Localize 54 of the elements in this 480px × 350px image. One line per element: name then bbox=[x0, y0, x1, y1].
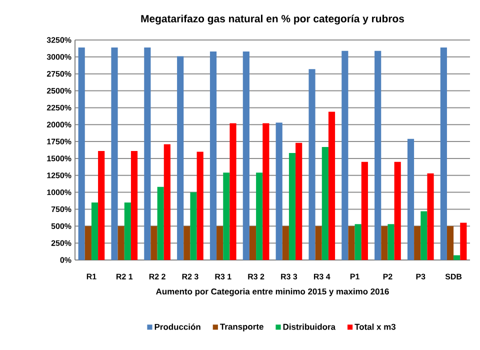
bar bbox=[249, 226, 256, 260]
bar bbox=[184, 226, 190, 260]
legend-label: Total x m3 bbox=[354, 324, 396, 330]
bar bbox=[454, 255, 460, 260]
bar bbox=[157, 186, 164, 260]
bar bbox=[223, 172, 230, 260]
bar bbox=[322, 146, 328, 260]
bar bbox=[150, 226, 158, 260]
bar bbox=[78, 47, 85, 260]
x-axis-title: Aumento por Categoria entre minimo 2015 y maximo 2016 bbox=[156, 288, 389, 296]
bar bbox=[177, 56, 184, 260]
bar bbox=[196, 152, 204, 260]
bar bbox=[242, 52, 250, 260]
bar bbox=[144, 47, 151, 260]
legend-label: Producción bbox=[154, 324, 200, 330]
bar bbox=[296, 142, 302, 260]
bar bbox=[407, 138, 414, 260]
bar bbox=[446, 226, 454, 260]
bar bbox=[216, 226, 224, 260]
bar bbox=[190, 192, 197, 260]
chart-title: Megatarifazo gas natural en % por categoría y rubros bbox=[141, 14, 404, 25]
bar bbox=[348, 226, 355, 260]
bar bbox=[262, 123, 270, 260]
bar bbox=[388, 224, 394, 260]
bar bbox=[164, 144, 170, 260]
bar bbox=[394, 162, 401, 260]
bar bbox=[111, 47, 118, 260]
bar bbox=[98, 151, 105, 260]
bar bbox=[420, 211, 428, 260]
bar bbox=[381, 226, 388, 260]
bar bbox=[84, 226, 92, 260]
bar bbox=[276, 122, 282, 260]
bar bbox=[230, 123, 236, 260]
bar bbox=[374, 50, 382, 260]
bar bbox=[288, 153, 296, 260]
bar bbox=[91, 202, 98, 260]
legend-label: Distribuidora bbox=[283, 324, 336, 330]
bar bbox=[256, 172, 263, 260]
bar bbox=[361, 162, 368, 260]
legend-label: Transporte bbox=[220, 324, 264, 332]
bar bbox=[308, 69, 316, 260]
bar bbox=[342, 50, 348, 260]
bar bbox=[427, 173, 434, 260]
bar bbox=[354, 224, 362, 260]
bar bbox=[414, 226, 421, 260]
bar bbox=[210, 52, 217, 260]
bar bbox=[328, 112, 336, 260]
bar bbox=[130, 151, 138, 260]
bar bbox=[315, 226, 322, 260]
bar bbox=[282, 226, 289, 260]
bar bbox=[118, 226, 124, 260]
bar bbox=[460, 222, 467, 260]
bar bbox=[124, 202, 131, 260]
bar bbox=[440, 47, 447, 260]
